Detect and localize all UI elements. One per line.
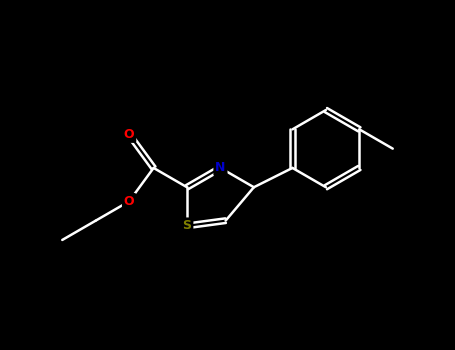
Text: O: O [124,195,134,208]
Text: N: N [215,161,226,174]
Text: S: S [182,219,192,232]
Text: O: O [124,128,134,141]
